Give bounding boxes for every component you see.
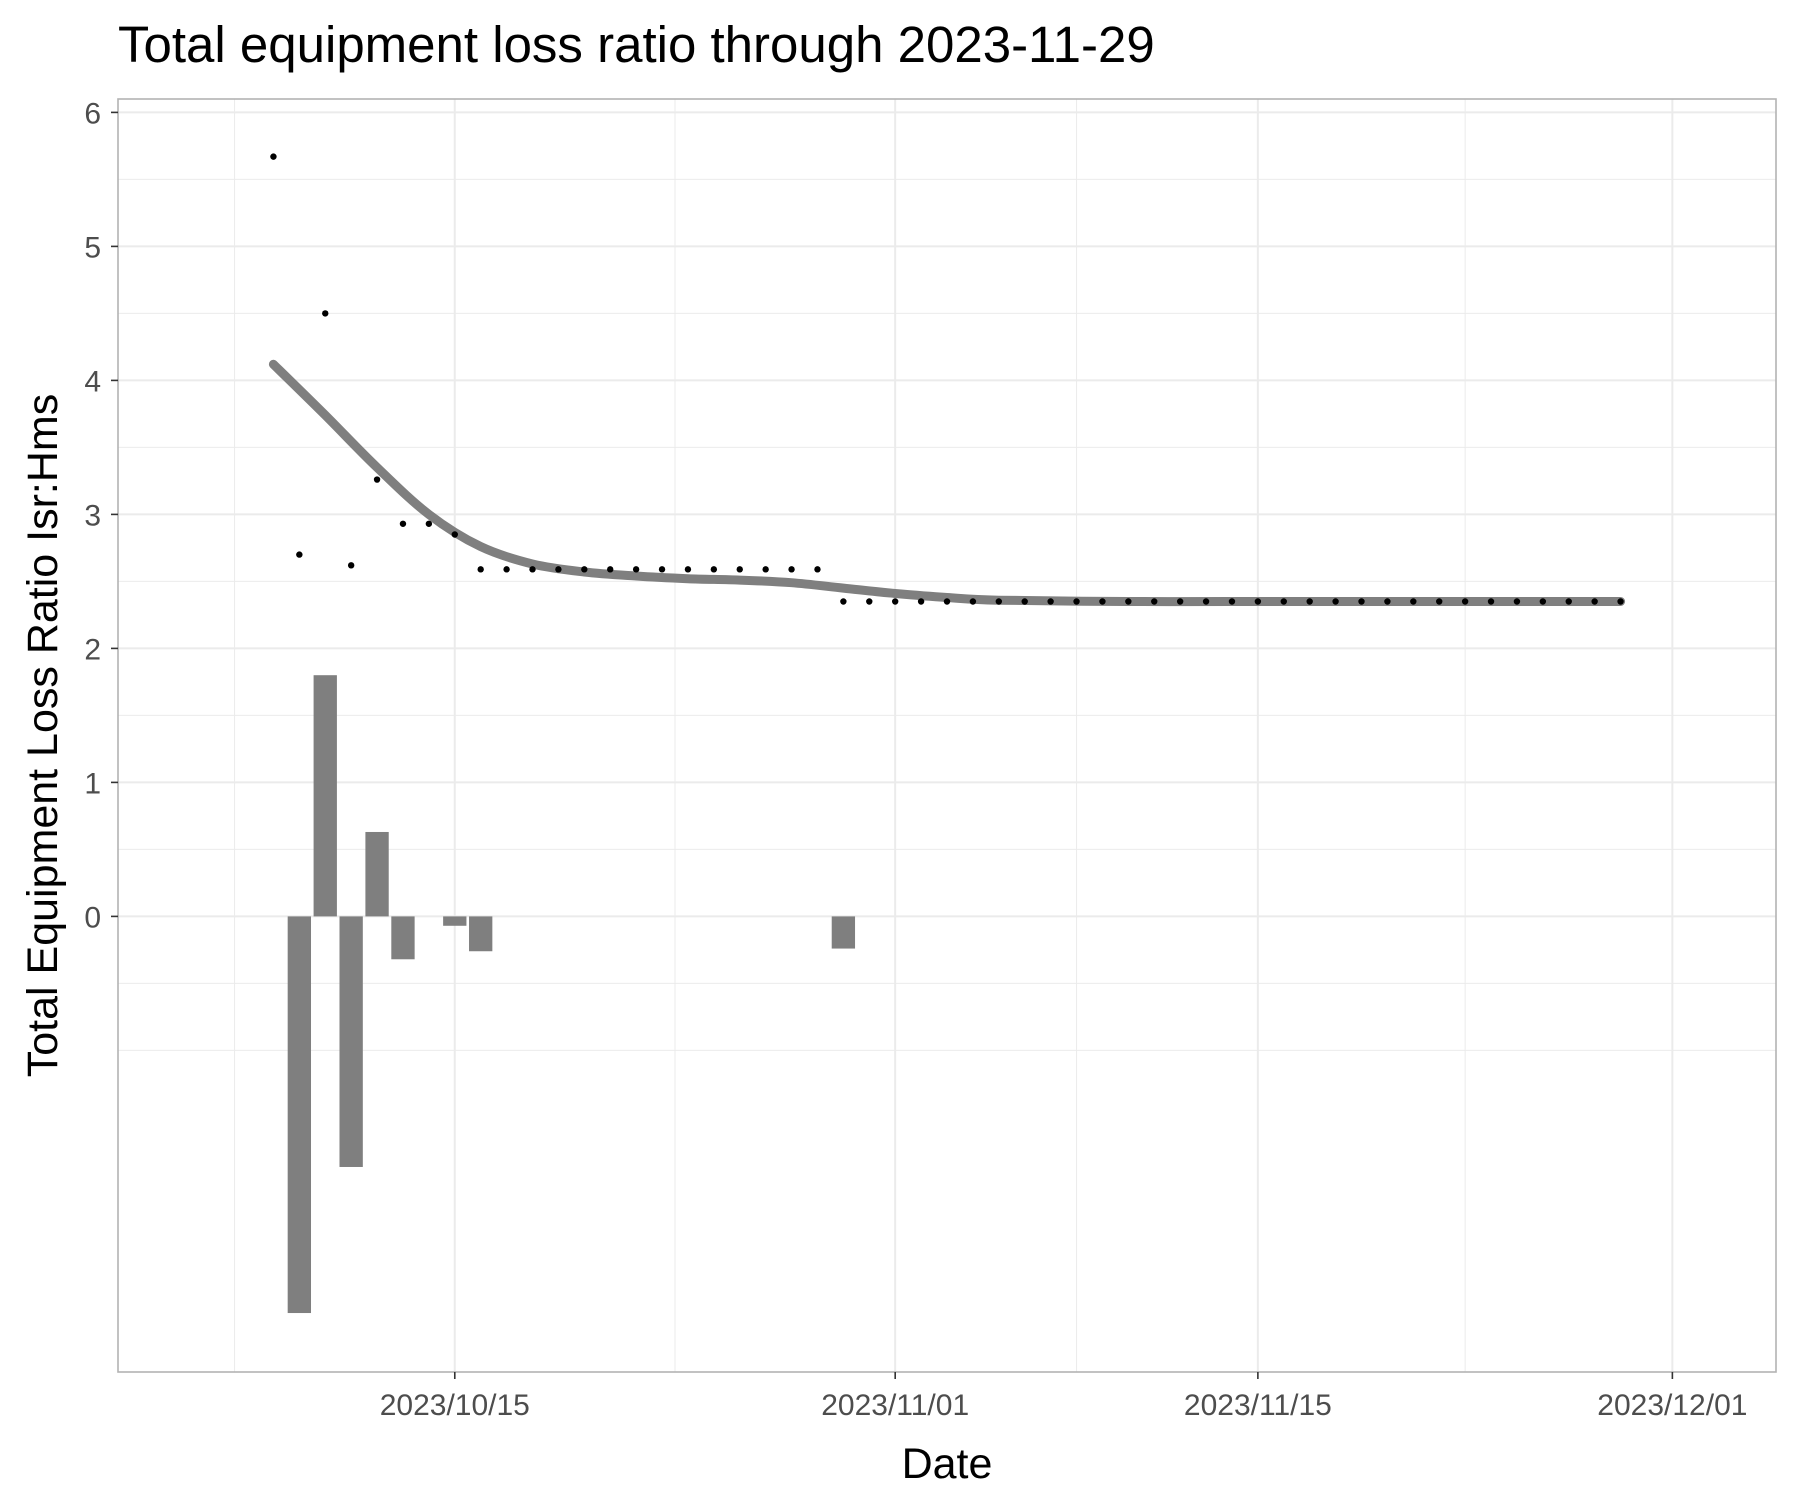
data-point — [995, 598, 1003, 605]
bar — [443, 916, 467, 926]
x-axis-title: Date — [902, 1440, 993, 1488]
data-point — [607, 566, 614, 573]
data-point — [555, 566, 562, 573]
bar — [831, 916, 856, 949]
gridlines — [118, 99, 1776, 1372]
data-point — [1306, 598, 1313, 605]
bar — [469, 916, 493, 952]
bar-series — [287, 675, 856, 1314]
data-point — [1228, 598, 1236, 605]
bar — [313, 675, 337, 917]
data-point — [1073, 598, 1080, 605]
x-tick-label: 2023/10/15 — [380, 1389, 530, 1422]
y-tick-label: 1 — [84, 767, 101, 800]
data-point — [762, 566, 769, 573]
x-tick-label: 2023/11/01 — [821, 1389, 969, 1422]
data-point — [1176, 598, 1184, 605]
y-tick-label: 5 — [84, 231, 101, 264]
data-point — [373, 476, 381, 483]
data-point — [347, 562, 355, 569]
data-point — [840, 598, 847, 605]
data-point — [322, 310, 329, 317]
data-point — [1280, 598, 1287, 605]
data-point — [943, 598, 951, 605]
smooth-trend-line — [268, 359, 1626, 607]
bar — [391, 916, 415, 960]
bar — [365, 831, 389, 917]
data-point — [1254, 598, 1262, 605]
data-point — [477, 566, 484, 573]
data-point — [1358, 598, 1365, 605]
y-axis-title: Total Equipment Loss Ratio Isr:Hms — [19, 394, 67, 1078]
y-axis-ticks: 0 1 2 3 4 5 6 — [84, 97, 118, 934]
data-point — [1410, 598, 1417, 605]
y-tick-label: 0 — [84, 901, 101, 934]
data-point — [1099, 598, 1106, 605]
data-point — [969, 598, 977, 605]
y-tick-label: 4 — [84, 365, 101, 398]
data-point — [503, 566, 510, 573]
bar — [339, 916, 363, 1167]
data-point — [296, 551, 303, 558]
bar — [287, 916, 312, 1314]
data-point — [866, 598, 873, 605]
data-point — [788, 566, 795, 573]
data-point — [736, 566, 743, 573]
data-point — [632, 566, 640, 573]
data-point — [1487, 598, 1495, 605]
point-series — [270, 153, 1624, 605]
data-point — [917, 598, 925, 605]
data-point — [425, 520, 433, 527]
y-tick-label: 2 — [84, 633, 101, 666]
data-point — [529, 566, 536, 573]
data-point — [684, 566, 692, 573]
data-point — [1332, 598, 1339, 605]
data-point — [1565, 598, 1572, 605]
data-point — [1436, 598, 1443, 605]
x-axis-ticks: 2023/10/15 2023/11/01 2023/11/15 2023/12/01 — [380, 1372, 1747, 1422]
data-point — [1461, 598, 1469, 605]
data-point — [399, 520, 407, 527]
y-tick-label: 6 — [84, 97, 101, 130]
data-point — [1125, 598, 1132, 605]
x-tick-label: 2023/12/01 — [1597, 1389, 1747, 1422]
x-tick-label: 2023/11/15 — [1184, 1389, 1332, 1422]
data-point — [451, 531, 458, 538]
data-point — [814, 566, 821, 573]
data-point — [1151, 598, 1158, 605]
data-point — [1591, 598, 1598, 605]
data-point — [1021, 598, 1028, 605]
data-point — [658, 566, 666, 573]
data-point — [1202, 598, 1210, 605]
data-point — [710, 566, 718, 573]
chart-title: Total equipment loss ratio through 2023-… — [118, 16, 1155, 73]
y-tick-label: 3 — [84, 499, 101, 532]
data-point — [1384, 598, 1391, 605]
panel-border — [117, 98, 1777, 1373]
data-point — [581, 566, 588, 573]
data-point — [1617, 598, 1624, 605]
data-point — [1539, 598, 1547, 605]
data-point — [1513, 598, 1521, 605]
data-point — [1047, 598, 1054, 605]
data-point — [891, 598, 899, 605]
data-point — [270, 153, 277, 160]
